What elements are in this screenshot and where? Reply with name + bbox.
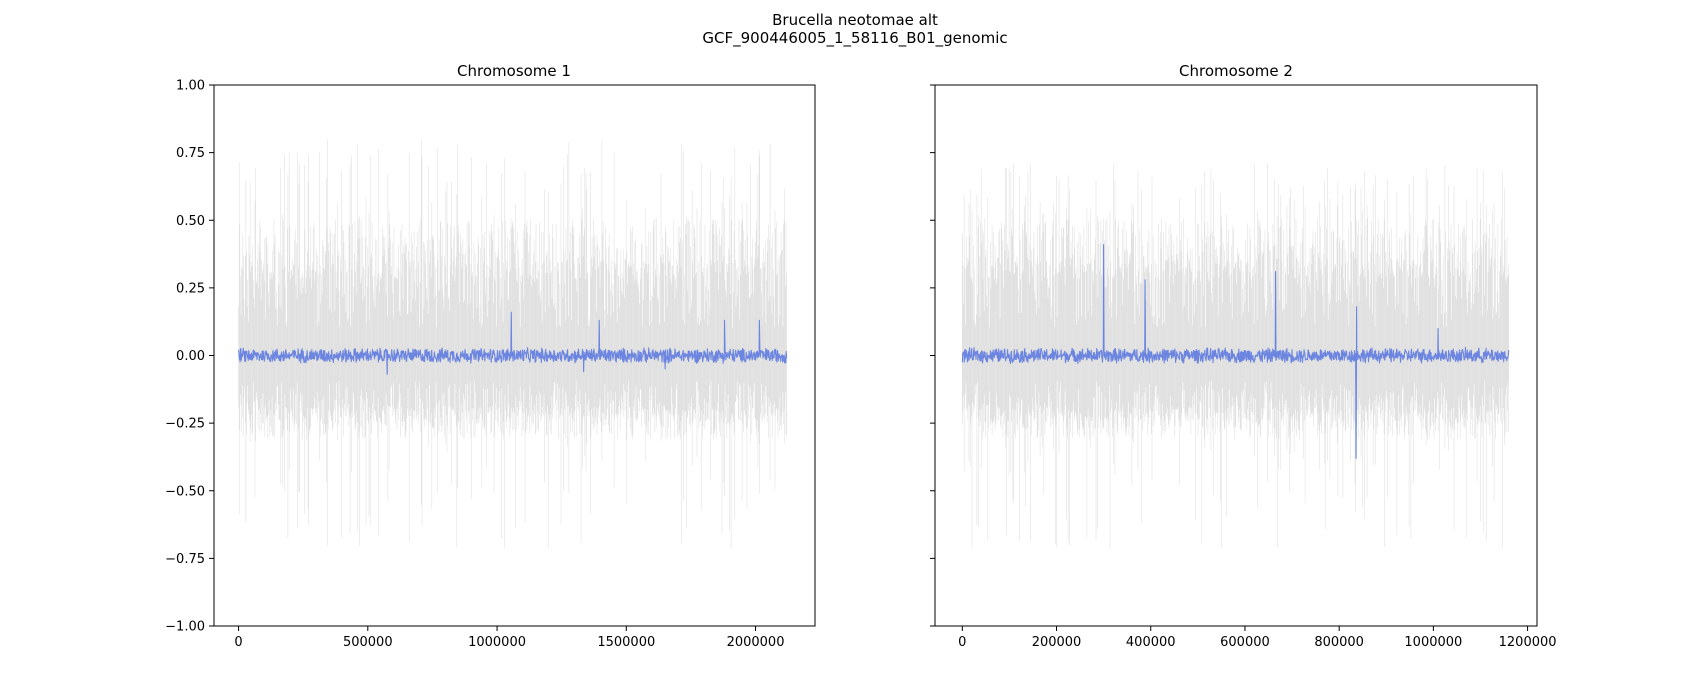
chromosome-1-background-noise	[238, 139, 787, 549]
chromosome-1-y-tick-label-5: −0.25	[165, 417, 205, 432]
chromosome-1-y-tick-label-3: 0.25	[176, 281, 205, 296]
chromosome-1-x-tick-label-0: 0	[234, 635, 242, 650]
chromosome-1-y-tick-label-4: 0.00	[176, 349, 205, 364]
chromosome-1-x-tick-label-3: 1500000	[597, 635, 655, 650]
chromosome-2-x-tick-label-1: 200000	[1032, 635, 1082, 650]
chromosome-1-signal-line	[238, 311, 788, 375]
chromosome-1-y-tick-label-7: −0.75	[165, 552, 205, 567]
chromosome-2-x-tick-label-0: 0	[958, 635, 966, 650]
chromosome-1-x-tick-label-2: 1000000	[468, 635, 526, 650]
chromosome-2-title: Chromosome 2	[1179, 62, 1293, 80]
chromosome-2-x-tick-label-6: 1200000	[1499, 635, 1557, 650]
chromosome-1-y-tick-label-8: −1.00	[165, 620, 205, 635]
chromosome-1-y-tick-label-0: 1.00	[176, 79, 205, 94]
chromosome-1-y-tick-label-2: 0.50	[176, 214, 205, 229]
chromosome-1-y-tick-label-1: 0.75	[176, 146, 205, 161]
chromosome-1-y-tick-label-6: −0.50	[165, 484, 205, 499]
chromosome-2-x-tick-label-5: 1000000	[1404, 635, 1462, 650]
chromosome-2-x-tick-label-3: 600000	[1220, 635, 1270, 650]
chromosome-2-x-tick-label-2: 400000	[1126, 635, 1176, 650]
chromosome-1-panel: Chromosome 1 0 500000 1000000 1500000 200000…	[165, 62, 816, 650]
chromosome-2-panel: Chromosome 2 0 200000 400000 600000 800000 10…	[930, 62, 1557, 650]
figure-title-line-1: Brucella neotomae alt	[772, 11, 938, 29]
chromosome-2-x-tick-label-4: 800000	[1314, 635, 1364, 650]
figure-title-line-2: GCF_900446005_1_58116_B01_genomic	[702, 29, 1007, 48]
chromosome-1-x-tick-label-1: 500000	[343, 635, 393, 650]
chromosome-1-title: Chromosome 1	[457, 62, 571, 80]
chromosome-2-signal-line	[961, 244, 1510, 459]
chromosome-1-x-tick-label-4: 2000000	[727, 635, 785, 650]
